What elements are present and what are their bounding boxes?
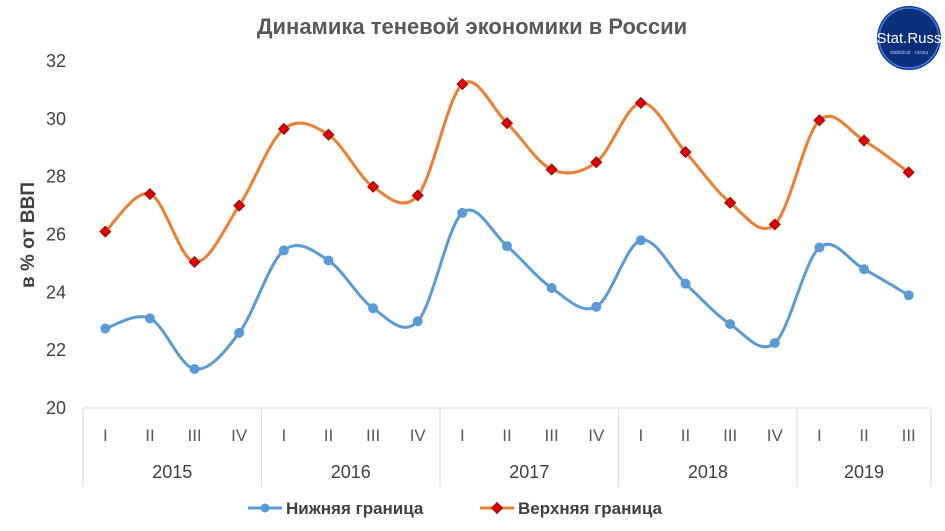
- data-point: [859, 264, 870, 275]
- x-tick-label: I: [281, 426, 286, 445]
- x-tick-label: II: [502, 426, 511, 445]
- logo-badge: [877, 6, 941, 70]
- data-point: [500, 117, 514, 130]
- data-point: [768, 218, 781, 231]
- data-point: [189, 363, 200, 374]
- data-point: [590, 156, 603, 169]
- data-point: [188, 255, 201, 269]
- data-point: [680, 278, 691, 289]
- x-tick-label: IV: [231, 426, 248, 445]
- legend-item: Нижняя граница: [248, 499, 424, 518]
- data-point: [902, 166, 915, 179]
- x-tick-label: IV: [588, 426, 605, 445]
- logo-subtext: statistical · russia: [890, 50, 929, 56]
- data-point: [233, 199, 246, 212]
- data-point: [903, 290, 914, 301]
- y-axis-label: в % от ВВП: [18, 182, 39, 288]
- data-point: [100, 323, 111, 334]
- y-tick-label: 28: [46, 167, 66, 187]
- logo-ring: [878, 7, 940, 69]
- legend-label: Верхняя граница: [518, 499, 662, 518]
- data-point: [456, 78, 469, 91]
- series-2: [99, 78, 915, 269]
- year-label: 2017: [509, 462, 549, 482]
- data-point: [322, 128, 335, 141]
- data-point: [679, 146, 692, 159]
- data-point: [411, 189, 424, 202]
- data-point: [857, 134, 871, 147]
- data-point: [769, 337, 780, 348]
- x-tick-label: II: [681, 426, 690, 445]
- y-tick-label: 20: [46, 398, 66, 418]
- x-tick-label: I: [817, 426, 822, 445]
- y-tick-label: 22: [46, 340, 66, 360]
- data-point: [323, 255, 334, 266]
- data-point: [234, 327, 245, 338]
- legend-label: Нижняя граница: [286, 499, 424, 518]
- data-point: [813, 114, 826, 127]
- data-point: [277, 122, 290, 136]
- legend-item: Верхняя граница: [480, 499, 662, 518]
- series-1: [100, 207, 914, 374]
- x-tick-label: III: [366, 426, 380, 445]
- data-point: [143, 187, 157, 201]
- legend-marker: [490, 501, 504, 515]
- logo: Stat.Russ statistical · russia: [876, 6, 942, 70]
- y-tick-label: 26: [46, 225, 66, 245]
- x-tick-label: I: [103, 426, 108, 445]
- data-point: [278, 245, 289, 256]
- y-tick-label: 30: [46, 109, 66, 129]
- y-tick-label: 32: [46, 51, 66, 71]
- y-tick-label: 24: [46, 282, 66, 302]
- x-tick-label: II: [324, 426, 333, 445]
- data-point: [724, 196, 737, 209]
- data-point: [502, 241, 512, 252]
- x-tick-label: III: [187, 426, 201, 445]
- data-point: [457, 207, 468, 218]
- x-tick-label: I: [460, 426, 465, 445]
- x-axis: I II III IV I II III IV I II III IV I II III IV I II III20…: [82, 407, 932, 487]
- data-point: [367, 180, 380, 193]
- x-tick-label: III: [723, 426, 737, 445]
- year-label: 2019: [844, 462, 884, 482]
- data-point: [144, 313, 155, 324]
- year-label: 2016: [331, 462, 371, 482]
- data-point: [814, 242, 825, 253]
- year-label: 2015: [152, 462, 192, 482]
- x-tick-label: IV: [767, 426, 784, 445]
- x-tick-label: I: [639, 426, 644, 445]
- x-tick-label: IV: [410, 426, 427, 445]
- chart-title: Динамика теневой экономики в России: [257, 14, 687, 39]
- data-point: [546, 282, 557, 293]
- data-point: [368, 303, 379, 314]
- x-tick-label: II: [145, 426, 154, 445]
- y-axis: 20 22 24 26 28 30 32: [46, 51, 66, 418]
- data-point: [99, 225, 112, 238]
- series-line: [104, 80, 910, 264]
- logo-text: Stat.Russ: [876, 30, 941, 47]
- series-layer: [99, 78, 915, 374]
- x-tick-label: III: [902, 426, 916, 445]
- x-tick-label: III: [545, 426, 559, 445]
- data-point: [591, 301, 602, 312]
- data-point: [412, 316, 423, 327]
- year-label: 2018: [688, 462, 728, 482]
- legend-marker: [260, 503, 270, 513]
- legend: Нижняя граница Верхняя граница: [248, 499, 662, 518]
- data-point: [635, 235, 646, 246]
- data-point: [545, 163, 558, 176]
- x-tick-label: II: [859, 426, 868, 445]
- data-point: [725, 319, 736, 330]
- series-line: [104, 208, 910, 371]
- data-point: [634, 96, 647, 109]
